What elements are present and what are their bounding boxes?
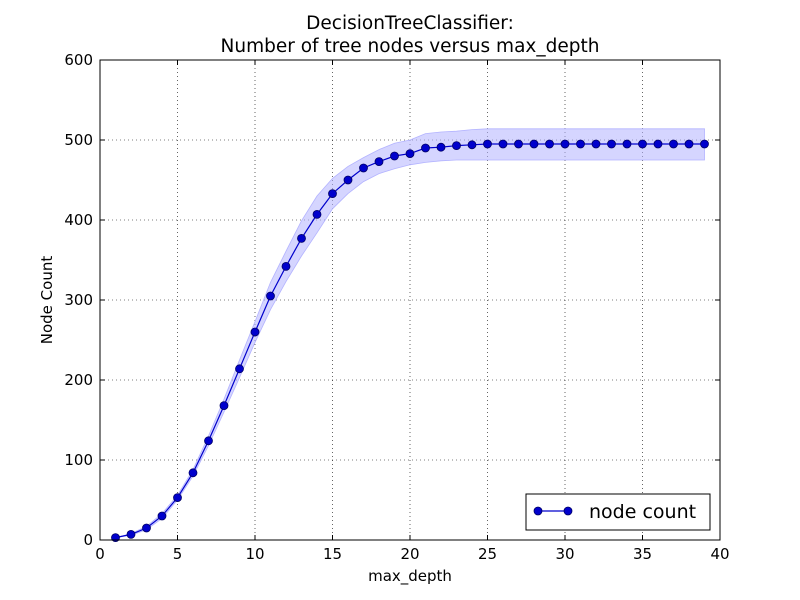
y-tick-label: 500 xyxy=(64,131,93,149)
x-tick-label: 10 xyxy=(245,545,264,563)
data-point xyxy=(312,209,322,219)
data-point xyxy=(204,436,213,446)
data-point xyxy=(607,139,616,149)
data-point xyxy=(452,141,461,151)
data-point xyxy=(560,139,570,149)
y-tick-label: 600 xyxy=(64,51,93,69)
x-axis-label: max_depth xyxy=(368,567,452,586)
data-point xyxy=(669,139,678,149)
data-point xyxy=(700,139,709,149)
y-tick-label: 200 xyxy=(64,371,93,389)
data-point xyxy=(653,139,663,149)
data-point xyxy=(545,139,554,149)
legend-box xyxy=(525,493,711,531)
data-point xyxy=(390,151,399,161)
data-point xyxy=(529,139,539,149)
chart-title-line1: DecisionTreeClassifier: xyxy=(306,13,514,34)
data-point xyxy=(622,139,632,149)
y-axis-label: Node Count xyxy=(38,256,56,345)
data-point xyxy=(126,530,136,539)
data-point xyxy=(374,157,384,167)
legend-label: node count xyxy=(589,501,696,523)
y-tick-label: 0 xyxy=(83,531,93,549)
data-point xyxy=(188,468,198,478)
chart-title-line2: Number of tree nodes versus max_depth xyxy=(221,36,600,57)
data-point xyxy=(684,139,694,149)
y-tick-label: 300 xyxy=(64,291,93,309)
y-tick-label: 100 xyxy=(64,451,93,469)
data-point xyxy=(173,493,182,503)
data-point xyxy=(591,139,601,149)
data-point xyxy=(142,523,151,533)
y-tick-label: 400 xyxy=(64,211,93,229)
data-point xyxy=(436,142,446,152)
data-point xyxy=(219,401,229,411)
legend-marker xyxy=(563,506,573,516)
data-point xyxy=(467,140,477,150)
x-tick-label: 0 xyxy=(95,545,105,563)
data-point xyxy=(281,261,291,271)
data-point xyxy=(343,175,353,185)
data-point xyxy=(638,139,647,149)
data-point xyxy=(235,364,244,374)
x-tick-label: 40 xyxy=(710,545,729,563)
series-points xyxy=(111,139,709,542)
x-tick-label: 15 xyxy=(323,545,342,563)
data-point xyxy=(359,163,368,173)
x-tick-label: 20 xyxy=(400,545,419,563)
x-tick-label: 35 xyxy=(633,545,652,563)
data-point xyxy=(297,233,306,243)
data-point xyxy=(421,143,430,153)
x-tick-label: 5 xyxy=(173,545,183,563)
data-point xyxy=(328,189,337,199)
x-tick-label: 30 xyxy=(555,545,574,563)
data-point xyxy=(250,327,260,337)
data-point xyxy=(405,149,415,159)
legend-marker xyxy=(533,506,543,516)
legend: node count xyxy=(525,493,711,531)
data-point xyxy=(514,139,523,149)
data-point xyxy=(266,291,275,301)
data-point xyxy=(483,139,492,149)
data-point xyxy=(498,139,508,149)
x-tick-label: 25 xyxy=(478,545,497,563)
data-point xyxy=(157,511,167,521)
data-point xyxy=(576,139,585,149)
